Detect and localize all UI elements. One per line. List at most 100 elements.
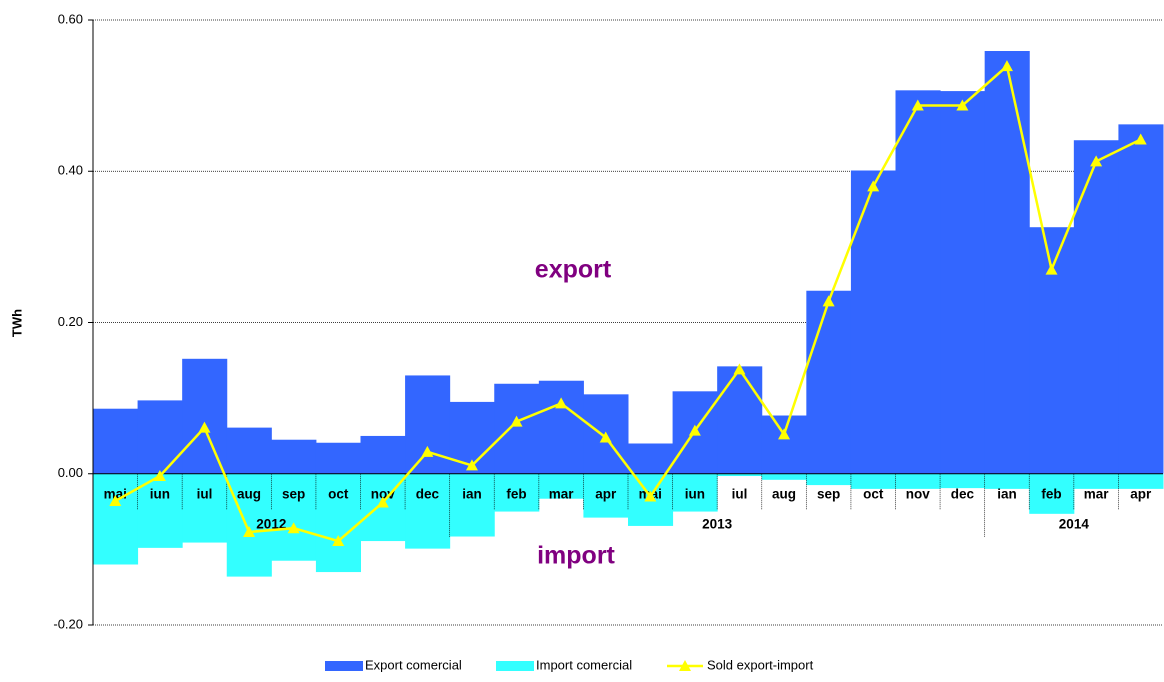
marker (1090, 155, 1103, 167)
line (114, 63, 1142, 543)
x-tick-label: oct (863, 487, 884, 502)
marker (465, 459, 478, 471)
bar (93, 408, 139, 474)
marker (376, 496, 389, 508)
bar (850, 473, 896, 489)
x-tick-label: mar (549, 487, 575, 502)
bar (761, 415, 807, 474)
x-tick-label: dec (416, 487, 440, 502)
x-tick-label: iul (197, 487, 213, 502)
marker (510, 415, 523, 427)
x-tick-label: mar (1084, 487, 1110, 502)
y-tick-label: -0.20 (53, 616, 83, 631)
year-label: 2014 (1059, 517, 1090, 532)
year-label: 2012 (256, 517, 286, 532)
y-tick-label: 0.20 (58, 314, 83, 329)
marker (1000, 60, 1013, 72)
x-tick-label: iul (732, 487, 748, 502)
marker (956, 99, 969, 111)
bar (271, 439, 317, 474)
bar (494, 383, 540, 474)
legend-label: Sold export-import (707, 657, 814, 672)
bar (1118, 473, 1164, 489)
bar (182, 473, 228, 543)
x-tick-label: sep (282, 487, 305, 502)
x-tick-label: apr (595, 487, 617, 502)
bar (538, 380, 584, 474)
year-label: 2013 (702, 517, 733, 532)
marker (421, 445, 434, 457)
y-tick-label: 0.40 (58, 163, 83, 178)
marker (688, 424, 701, 436)
bar (761, 473, 807, 480)
x-tick-label: aug (772, 487, 796, 502)
bar (895, 90, 941, 474)
legend-swatch (325, 661, 363, 671)
x-tick-label: nov (371, 487, 395, 502)
marker (1134, 133, 1147, 145)
x-tick-label: oct (328, 487, 349, 502)
bar (940, 91, 986, 474)
legend-label: Export comercial (365, 657, 462, 672)
bar (360, 435, 406, 474)
x-tick-label: sep (817, 487, 840, 502)
x-tick-label: ian (997, 487, 1017, 502)
y-axis-label: TWh (9, 309, 24, 337)
bar (271, 473, 317, 561)
x-tick-label: feb (506, 487, 526, 502)
bar (315, 442, 361, 474)
x-tick-label: iun (150, 487, 170, 502)
marker (733, 363, 746, 375)
marker (243, 525, 256, 537)
bar (1073, 140, 1119, 474)
x-tick-label: aug (237, 487, 261, 502)
annotation: export (535, 256, 612, 284)
legend-marker (679, 660, 691, 671)
bar (583, 473, 629, 518)
x-tick-label: apr (1130, 487, 1152, 502)
bar (672, 473, 718, 512)
y-tick-label: 0.60 (58, 11, 83, 26)
bar (984, 473, 1030, 489)
marker (198, 421, 211, 433)
bar (315, 473, 361, 573)
bar (850, 170, 896, 474)
bar (717, 366, 763, 474)
bar (405, 375, 451, 474)
x-tick-label: feb (1041, 487, 1061, 502)
bar (940, 473, 986, 489)
bar (449, 473, 495, 537)
bar (1029, 473, 1075, 514)
y-tick-label: 0.00 (58, 465, 83, 480)
x-tick-label: nov (906, 487, 930, 502)
bar (137, 400, 183, 474)
bar (405, 473, 451, 549)
marker (153, 470, 166, 482)
bar (806, 473, 852, 486)
bar (538, 473, 584, 499)
marker (287, 522, 300, 534)
bar (226, 427, 272, 474)
marker (867, 180, 880, 192)
marker (822, 295, 835, 307)
x-tick-label: dec (951, 487, 975, 502)
bar (717, 473, 763, 477)
bar (93, 473, 139, 565)
x-tick-label: iun (685, 487, 705, 502)
marker (555, 397, 568, 409)
bar (984, 51, 1030, 474)
marker (109, 494, 122, 506)
bar (806, 290, 852, 474)
bar (895, 473, 941, 489)
legend-swatch (496, 661, 534, 671)
bar (1073, 473, 1119, 489)
bar (628, 443, 674, 474)
annotation: import (537, 542, 615, 570)
bar (1118, 124, 1164, 474)
x-tick-label: ian (462, 487, 482, 502)
bar (182, 358, 228, 474)
marker (778, 428, 791, 440)
marker (911, 99, 924, 111)
legend-label: Import comercial (536, 657, 632, 672)
bar (137, 473, 183, 548)
